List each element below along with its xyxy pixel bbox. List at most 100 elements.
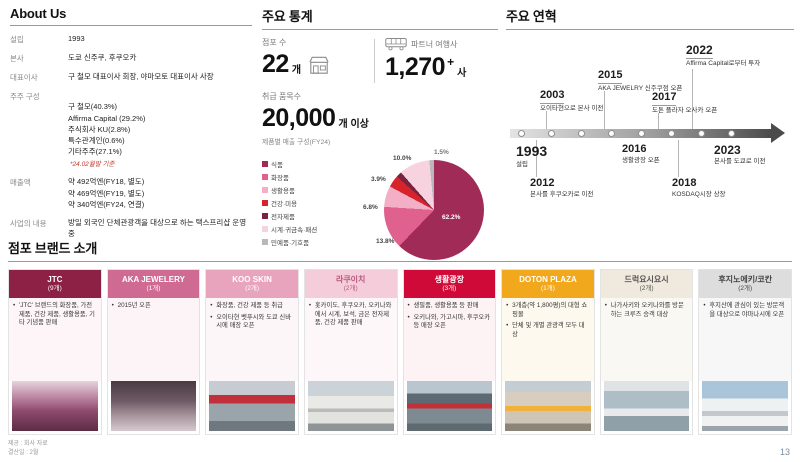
brand-photo [603, 381, 690, 431]
brand-count: (2개) [245, 284, 260, 292]
timeline-year: 2018 [672, 177, 697, 189]
brand-card-header: DOTON PLAZA (1개) [502, 270, 594, 298]
fiscal-line: 결산일 : 2월 [8, 450, 39, 457]
timeline-text: 설립 [516, 160, 528, 168]
stat-pair: 점포 수 22 개 [262, 37, 498, 83]
legend-item: 전자제품 [262, 211, 352, 221]
brand-card-life-plaza: 생활광장 (3개) 생필품, 생활용품 등 판매 오키나와, 가고시마, 후쿠오… [402, 269, 497, 435]
about-title: About Us [10, 6, 67, 21]
stat-stores-value-row: 22 개 [262, 52, 374, 77]
timeline-year: 2012 [530, 177, 555, 189]
brand-count: (2개) [343, 284, 358, 292]
timeline-text: 오이타현으로 본사 이전 [540, 105, 604, 113]
brand-photo [307, 381, 394, 431]
pie-chart [384, 160, 484, 260]
about-row-value: 약 492억엔(FY18, 별도) 약 469억엔(FY19, 별도) 약 34… [68, 177, 145, 209]
sales-mix-chart: 제품별 매출 구성(FY24) 식품 화장품 생활용품 건강·미용 전자제품 시… [262, 136, 498, 260]
timeline-dot [578, 130, 585, 137]
legend-swatch [262, 226, 268, 232]
brand-card-body: 'JTC' 브랜드의 화장품, 가전제품, 건강 제품, 생활용품, 기타 기념… [9, 298, 101, 381]
about-row-value: 1993 [68, 34, 85, 43]
brand-card-drug-yoshiyoshi: 드럭요시요시 (2개) 나가사키와 오키나와를 방문하는 크루즈 승객 대상 [599, 269, 694, 435]
brand-name: 드럭요시요시 [624, 275, 669, 285]
storefront-icon [308, 55, 330, 75]
brand-count: (3개) [442, 284, 457, 292]
timeline-year: 2015 [598, 69, 623, 85]
history-title: 주요 연혁 [506, 9, 557, 24]
brand-card-jtc: JTC (9개) 'JTC' 브랜드의 화장품, 가전제품, 건강 제품, 생활… [8, 269, 102, 435]
divider [506, 29, 794, 30]
about-row: 대표이사 구 철모 대표이사 회장, 야마모토 대표이사 사장 [10, 71, 252, 83]
timeline-year: 2003 [540, 89, 565, 105]
timeline-event-2012: 2012 본사를 후쿠오카로 이전 [530, 177, 628, 200]
chart-title: 제품별 매출 구성(FY24) [262, 139, 331, 146]
stat-partners-plus: + [447, 55, 455, 69]
about-row-label: 본사 [10, 54, 24, 63]
timeline-event-2016: 2016 생활광장 오픈 [622, 143, 694, 166]
timeline-connector [692, 69, 693, 129]
timeline-year: 2017 [652, 91, 677, 107]
legend-label: 식품 [271, 162, 283, 169]
about-row-value: 구 철모(40.3%) Affirma Capital (29.2%) 주식회사… [68, 90, 252, 169]
brand-card-fujinoeki-kokan: 후지노에키/코칸 (2개) 후지산에 관심이 있는 방문객을 대상으로 야마나시… [698, 269, 792, 435]
stat-divider [374, 39, 375, 83]
timeline-dot [668, 130, 675, 137]
stats-section: 주요 통계 점포 수 22 개 [262, 6, 498, 260]
timeline-event-2015: 2015 AKA JEWELRY 신주쿠점 오픈 [598, 65, 698, 94]
pie-wrap: 62.2% 13.8% 6.8% 3.9% 10.0% 1.5% [363, 149, 484, 260]
stat-items-unit: 개 이상 [338, 119, 369, 130]
chart-legend: 식품 화장품 생활용품 건강·미용 전자제품 시계·귀금속·패션 민예품·기호품 [262, 156, 352, 260]
brands-title: 점포 브랜드 소개 [8, 241, 98, 256]
brand-name: KOO SKIN [232, 275, 272, 285]
legend-label: 전자제품 [271, 214, 295, 221]
timeline-year: 2022 [686, 43, 713, 60]
brand-photo [12, 381, 98, 431]
legend-swatch [262, 200, 268, 206]
about-row-label: 사업의 내용 [10, 219, 47, 228]
brand-card-body: 2015년 오픈 [107, 298, 200, 381]
stat-items: 취급 품목수 20,000 개 이상 [262, 91, 498, 131]
brand-cards: JTC (9개) 'JTC' 브랜드의 화장품, 가전제품, 건강 제품, 생활… [8, 269, 792, 435]
brand-card-doton-plaza: DOTON PLAZA (1개) 3개층(약 1,800평)의 대형 쇼핑몰 단… [501, 269, 595, 435]
legend-label: 민예품·기호품 [271, 240, 310, 247]
about-row-label: 주주 구성 [10, 92, 40, 101]
legend-item: 화장품 [262, 172, 352, 182]
stat-stores-value: 22 [262, 50, 289, 78]
stat-partners: 파트너 여행사 1,270 + 사 [385, 37, 466, 83]
stat-items-value-row: 20,000 개 이상 [262, 106, 498, 131]
stat-stores-unit: 개 [291, 65, 302, 76]
brand-name: AKA JEWELERY [121, 275, 185, 285]
timeline-connector [536, 140, 537, 177]
about-row-value: 도쿄 신주쿠, 후쿠오카 [68, 53, 137, 62]
stat-items-value: 20,000 [262, 104, 336, 132]
timeline-text: AKA JEWELRY 신주쿠점 오픈 [598, 85, 683, 93]
history-section: 주요 연혁 1993 설립 2003 오이타현으 [506, 6, 794, 235]
pie-label: 10.0% [393, 155, 412, 162]
timeline-connector [604, 91, 605, 129]
brand-name: 후지노에키/코칸 [718, 275, 773, 285]
timeline-event-2023: 2023 본사를 도쿄로 이전 [714, 143, 794, 167]
brand-count: (2개) [738, 284, 753, 292]
brand-card-header: JTC (9개) [9, 270, 101, 298]
brand-card-header: 라쿠이치 (2개) [304, 270, 397, 298]
stat-partners-unit: 사 [457, 68, 467, 79]
legend-item: 민예품·기호품 [262, 237, 352, 247]
legend-item: 식품 [262, 159, 352, 169]
legend-label: 건강·미용 [271, 201, 298, 208]
bus-icon [385, 37, 407, 51]
legend-swatch [262, 213, 268, 219]
brand-bullet: 3개층(약 1,800평)의 대형 쇼핑몰 [506, 302, 590, 319]
timeline-connector [658, 113, 659, 129]
pie-label: 3.9% [371, 176, 386, 183]
timeline-event-2003: 2003 오이타현으로 본사 이전 [540, 85, 618, 114]
pie-label: 62.2% [442, 214, 461, 221]
brand-card-body: 나가사키와 오키나와를 방문하는 크루즈 승객 대상 [600, 298, 693, 381]
brand-card-body: 3개층(약 1,800평)의 대형 쇼핑몰 단체 및 개별 관광객 모두 대상 [502, 298, 594, 381]
timeline-dot [638, 130, 645, 137]
about-row-value: 방일 외국인 단체관광객을 대상으로 하는 택스프리샵 운영중 [68, 218, 247, 239]
brand-card-header: KOO SKIN (2개) [206, 270, 298, 298]
timeline-event-2022: 2022 Affirma Capital로부터 투자 [686, 41, 792, 69]
brand-bullet: 나가사키와 오키나와를 방문하는 크루즈 승객 대상 [605, 302, 689, 319]
pie-label: 13.8% [376, 238, 395, 245]
brand-bullet: 화장품, 건강 제품 등 취급 [210, 302, 294, 311]
